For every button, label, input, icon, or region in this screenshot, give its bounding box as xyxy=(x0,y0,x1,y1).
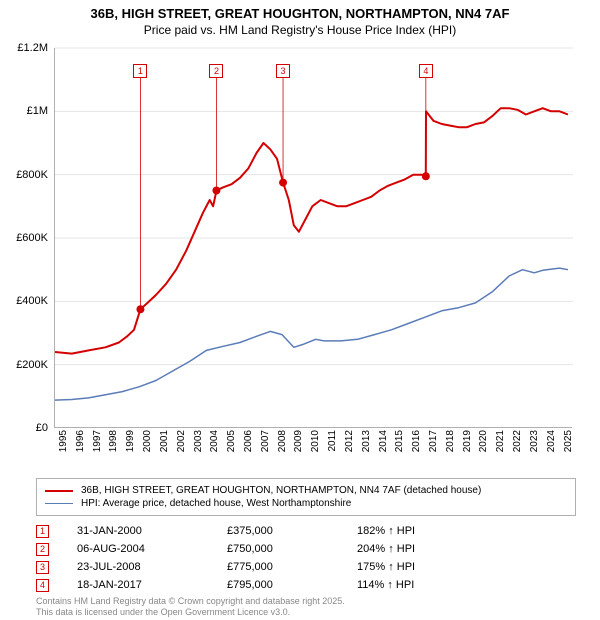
y-tick-label: £800K xyxy=(4,169,48,181)
x-tick-label: 2020 xyxy=(478,430,489,464)
event-pct: 204% ↑ HPI xyxy=(357,543,477,555)
x-tick-label: 2006 xyxy=(243,430,254,464)
y-tick-label: £600K xyxy=(4,232,48,244)
x-tick-label: 1999 xyxy=(125,430,136,464)
x-tick-label: 2009 xyxy=(293,430,304,464)
chart-plot-area: 1 2 3 4 xyxy=(54,48,572,428)
x-tick-label: 2014 xyxy=(378,430,389,464)
y-tick-label: £0 xyxy=(4,422,48,434)
x-tick-label: 2012 xyxy=(344,430,355,464)
x-tick-label: 2007 xyxy=(260,430,271,464)
price-event-marker: 3 xyxy=(276,64,290,78)
event-price: £750,000 xyxy=(227,543,357,555)
event-row: 3 23-JUL-2008£775,000175% ↑ HPI xyxy=(36,558,477,576)
x-tick-label: 2023 xyxy=(529,430,540,464)
title-line-1: 36B, HIGH STREET, GREAT HOUGHTON, NORTHA… xyxy=(0,6,600,21)
x-tick-label: 2008 xyxy=(277,430,288,464)
event-table: 1 31-JAN-2000£375,000182% ↑ HPI 2 06-AUG-20… xyxy=(36,522,477,594)
event-num: 1 xyxy=(36,525,49,538)
legend-swatch xyxy=(45,490,73,492)
chart-svg xyxy=(55,48,573,428)
footer-line-1: Contains HM Land Registry data © Crown c… xyxy=(36,596,345,607)
legend: 36B, HIGH STREET, GREAT HOUGHTON, NORTHA… xyxy=(36,478,576,516)
price-event-marker: 4 xyxy=(419,64,433,78)
x-tick-label: 1996 xyxy=(75,430,86,464)
event-date: 18-JAN-2017 xyxy=(77,579,227,591)
x-tick-label: 2003 xyxy=(193,430,204,464)
x-tick-label: 2025 xyxy=(563,430,574,464)
event-num: 4 xyxy=(36,579,49,592)
series-hpi xyxy=(55,268,568,400)
event-pct: 175% ↑ HPI xyxy=(357,561,477,573)
event-pct: 182% ↑ HPI xyxy=(357,525,477,537)
x-tick-label: 2011 xyxy=(327,430,338,464)
event-row: 2 06-AUG-2004£750,000204% ↑ HPI xyxy=(36,540,477,558)
x-tick-label: 2005 xyxy=(226,430,237,464)
x-tick-label: 2024 xyxy=(546,430,557,464)
x-tick-label: 2004 xyxy=(209,430,220,464)
x-tick-label: 2022 xyxy=(512,430,523,464)
event-date: 31-JAN-2000 xyxy=(77,525,227,537)
title-block: 36B, HIGH STREET, GREAT HOUGHTON, NORTHA… xyxy=(0,0,600,37)
x-tick-label: 1997 xyxy=(92,430,103,464)
x-tick-label: 2000 xyxy=(142,430,153,464)
legend-swatch xyxy=(45,503,73,504)
legend-label: HPI: Average price, detached house, West… xyxy=(81,498,351,509)
event-num: 3 xyxy=(36,561,49,574)
series-price_paid xyxy=(55,108,568,353)
event-price: £795,000 xyxy=(227,579,357,591)
event-num: 2 xyxy=(36,543,49,556)
x-tick-label: 2001 xyxy=(159,430,170,464)
y-tick-label: £200K xyxy=(4,359,48,371)
y-tick-label: £1M xyxy=(4,105,48,117)
event-row: 4 18-JAN-2017£795,000114% ↑ HPI xyxy=(36,576,477,594)
x-tick-label: 2021 xyxy=(495,430,506,464)
x-tick-label: 2018 xyxy=(445,430,456,464)
event-price: £375,000 xyxy=(227,525,357,537)
x-tick-label: 2002 xyxy=(176,430,187,464)
chart-container: 36B, HIGH STREET, GREAT HOUGHTON, NORTHA… xyxy=(0,0,600,620)
x-tick-label: 2019 xyxy=(462,430,473,464)
footer: Contains HM Land Registry data © Crown c… xyxy=(36,596,345,618)
y-tick-label: £1.2M xyxy=(4,42,48,54)
y-tick-label: £400K xyxy=(4,295,48,307)
event-pct: 114% ↑ HPI xyxy=(357,579,477,591)
legend-item: 36B, HIGH STREET, GREAT HOUGHTON, NORTHA… xyxy=(45,485,567,496)
x-tick-label: 2010 xyxy=(310,430,321,464)
x-tick-label: 2016 xyxy=(411,430,422,464)
x-tick-label: 2015 xyxy=(394,430,405,464)
x-tick-label: 1998 xyxy=(108,430,119,464)
event-row: 1 31-JAN-2000£375,000182% ↑ HPI xyxy=(36,522,477,540)
event-price: £775,000 xyxy=(227,561,357,573)
event-date: 23-JUL-2008 xyxy=(77,561,227,573)
x-tick-label: 2013 xyxy=(361,430,372,464)
price-event-marker: 2 xyxy=(209,64,223,78)
legend-label: 36B, HIGH STREET, GREAT HOUGHTON, NORTHA… xyxy=(81,485,481,496)
price-event-marker: 1 xyxy=(133,64,147,78)
event-date: 06-AUG-2004 xyxy=(77,543,227,555)
legend-item: HPI: Average price, detached house, West… xyxy=(45,498,567,509)
title-line-2: Price paid vs. HM Land Registry's House … xyxy=(0,23,600,37)
x-tick-label: 1995 xyxy=(58,430,69,464)
x-tick-label: 2017 xyxy=(428,430,439,464)
footer-line-2: This data is licensed under the Open Gov… xyxy=(36,607,345,618)
